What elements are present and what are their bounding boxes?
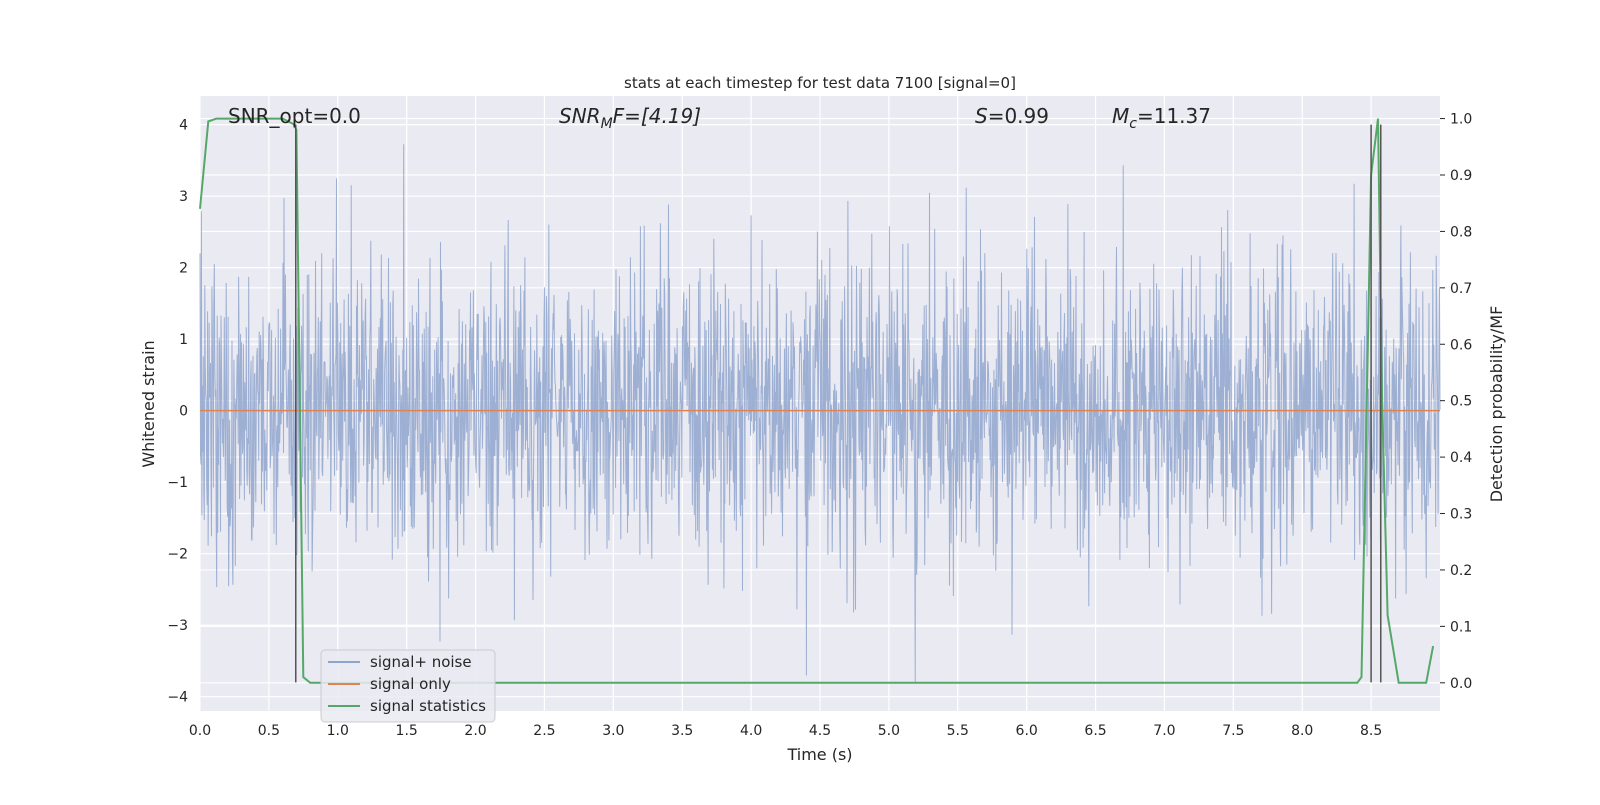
x-tick-label: 5.0	[878, 723, 900, 739]
x-tick-label: 5.5	[947, 723, 969, 739]
y-right-tick-label: 0.8	[1450, 224, 1472, 240]
x-tick-label: 4.0	[740, 723, 762, 739]
y-tick-label: −4	[167, 690, 188, 706]
annotation-snr-mf: SNRMF=[4.19]	[559, 104, 701, 132]
y-right-tick-label: 0.0	[1450, 676, 1472, 692]
x-tick-label: 7.5	[1222, 723, 1244, 739]
x-tick-label: 1.0	[327, 723, 349, 739]
x-tick-label: 2.5	[533, 723, 555, 739]
x-tick-label: 2.0	[464, 723, 486, 739]
x-axis-label: Time (s)	[786, 745, 852, 764]
annotation-snr-opt: SNR_opt=0.0	[228, 104, 361, 128]
y-tick-label: −1	[167, 475, 188, 491]
x-tick-label: 8.5	[1360, 723, 1382, 739]
series-line-signal-statistics	[199, 117, 1435, 684]
y-right-tick-label: 0.1	[1450, 619, 1472, 635]
annotation-mc: Mc=11.37	[1112, 104, 1211, 132]
y-tick-label: −3	[167, 618, 188, 634]
x-tick-label: 3.0	[602, 723, 624, 739]
x-tick-label: 4.5	[809, 723, 831, 739]
series-signal-statistics	[199, 117, 1435, 684]
y-axis-right-label: Detection probability/MF	[1487, 306, 1506, 503]
series-signal-noise	[199, 144, 1441, 683]
x-tick-label: 8.0	[1291, 723, 1313, 739]
y-tick-label: 1	[179, 332, 188, 348]
annotation-mc-val: =11.37	[1137, 104, 1211, 128]
legend-label-signal-noise: signal+ noise	[370, 653, 472, 671]
legend-label-signal-only: signal only	[370, 675, 451, 693]
vertical-markers	[295, 124, 1382, 683]
y-right-tick-label: 0.4	[1450, 450, 1472, 466]
annotation-mc-sub: c	[1129, 116, 1137, 132]
x-tick-label: 3.5	[671, 723, 693, 739]
y-right-tick-label: 1.0	[1450, 112, 1472, 128]
annotation-snr-mf-sub: M	[601, 116, 613, 132]
ticks: 0.0 0.5 1.0 1.5 2.0 2.5 3.0 3.5 4.0 4.5 5.0 5.5 6.0 6…	[167, 112, 1472, 739]
y-tick-label: 3	[179, 189, 188, 205]
series-line-signal-noise	[199, 144, 1441, 683]
y-right-tick-label: 0.7	[1450, 281, 1472, 297]
legend: signal+ noise signal only signal statist…	[320, 649, 496, 723]
annotation-s-val: =0.99	[988, 104, 1049, 128]
annotation-mc-var: M	[1112, 104, 1129, 128]
annotation-s-var: S	[975, 104, 988, 128]
chart-title: stats at each timestep for test data 710…	[624, 74, 1016, 92]
annotation-snr-mf-main: SNR	[559, 104, 601, 128]
y-tick-label: 2	[179, 261, 188, 277]
legend-box	[320, 649, 496, 723]
x-tick-label: 7.0	[1153, 723, 1175, 739]
y-axis-label: Whitened strain	[139, 340, 158, 467]
x-tick-label: 0.5	[258, 723, 280, 739]
y-right-tick-label: 0.2	[1450, 563, 1472, 579]
y-tick-label: 4	[179, 118, 188, 134]
annotation-s: S=0.99	[975, 104, 1049, 128]
annotation-snr-mf-tail: F=[4.19]	[613, 104, 701, 128]
y-right-tick-label: 0.3	[1450, 507, 1472, 523]
x-tick-label: 0.0	[189, 723, 211, 739]
y-tick-label: 0	[179, 404, 188, 420]
y-tick-label: −2	[167, 547, 188, 563]
x-tick-label: 1.5	[396, 723, 418, 739]
y-right-tick-label: 0.5	[1450, 394, 1472, 410]
x-tick-label: 6.5	[1084, 723, 1106, 739]
y-right-tick-label: 0.9	[1450, 168, 1472, 184]
y-right-tick-label: 0.6	[1450, 337, 1472, 353]
x-tick-label: 6.0	[1016, 723, 1038, 739]
legend-label-signal-statistics: signal statistics	[370, 697, 486, 715]
